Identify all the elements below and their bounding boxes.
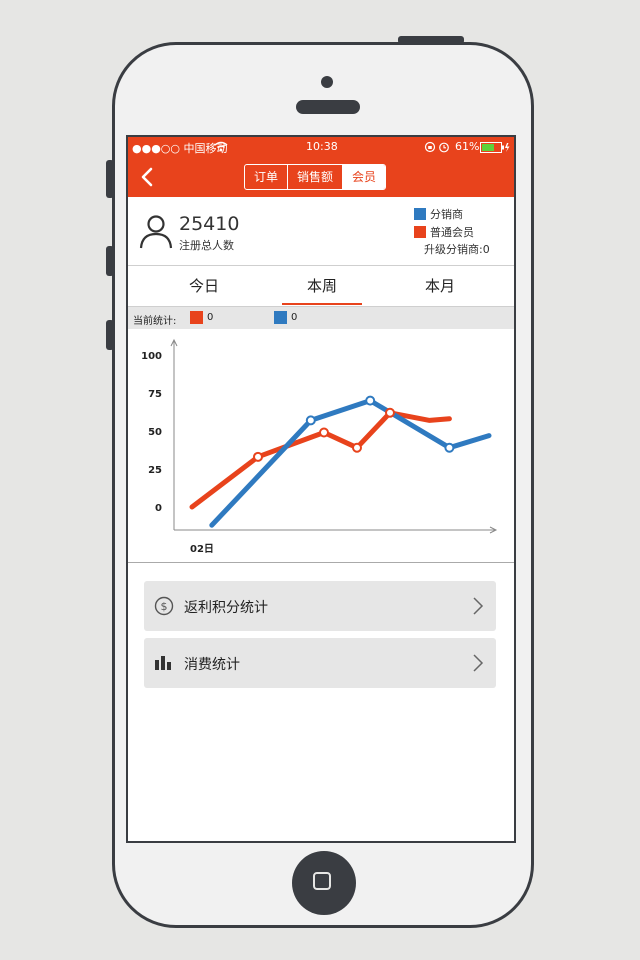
series-point-0	[385, 407, 395, 418]
svg-text:$: $	[161, 600, 168, 613]
dollar-icon: $	[154, 596, 174, 616]
y-tick-label: 0	[155, 503, 162, 514]
legend-distributor: 分销商	[414, 206, 463, 222]
home-button[interactable]	[292, 851, 356, 915]
carrier-label: ●●●○○ 中国移动	[132, 142, 228, 155]
legend-regular-member-label: 普通会员	[430, 226, 474, 239]
bar-chart-icon	[155, 656, 171, 670]
home-button-square-icon	[313, 872, 331, 890]
status-bar: ●●●○○ 中国移动 10:38 61%	[128, 137, 514, 157]
series-point-0	[253, 451, 263, 462]
stats-swatch-blue	[274, 311, 287, 324]
rebate-points-stats-item[interactable]: $ 返利积分统计	[144, 581, 496, 631]
battery-percent: 61%	[455, 140, 480, 153]
tab-today[interactable]: 今日	[188, 277, 219, 295]
segment-sales[interactable]: 销售额	[288, 165, 344, 189]
mute-switch	[106, 160, 114, 198]
y-tick-label: 50	[148, 427, 162, 438]
member-summary: 25410 注册总人数 分销商 普通会员 升级分销商:0	[128, 197, 514, 266]
earpiece-speaker	[296, 100, 360, 114]
app-screen: ●●●○○ 中国移动 10:38 61% 订单 销售额	[126, 135, 516, 843]
y-tick-label: 25	[148, 465, 162, 476]
stats-blue-value: 0	[291, 312, 298, 323]
wifi-icon	[214, 141, 228, 152]
volume-up-button	[106, 246, 114, 276]
legend-swatch-blue	[414, 208, 426, 220]
stats-red-value: 0	[207, 312, 214, 323]
series-point-1	[444, 442, 455, 453]
segment-orders[interactable]: 订单	[245, 165, 289, 189]
battery-icon	[480, 142, 510, 153]
power-button	[398, 36, 464, 44]
upgrade-count: 升级分销商:0	[424, 243, 490, 256]
segment-control: 订单 销售额 会员	[244, 164, 387, 190]
total-members-label: 注册总人数	[179, 239, 234, 252]
alarm-icon	[439, 142, 449, 153]
series-point-0	[352, 442, 362, 453]
x-tick-label-first: 02日	[190, 543, 214, 555]
member-line-chart: 100 75 50 25 0 02日	[128, 330, 514, 563]
total-members-value: 25410	[179, 213, 240, 235]
tab-this-month[interactable]: 本月	[424, 277, 455, 295]
period-tabs: 今日 本周 本月	[128, 266, 514, 307]
rotation-lock-icon	[424, 141, 436, 153]
x-axis-arrow	[489, 526, 498, 534]
clock: 10:38	[306, 140, 338, 153]
stats-swatch-red	[190, 311, 203, 324]
current-stats-bar: 当前统计: 0 0	[128, 307, 514, 329]
current-stats-label: 当前统计:	[133, 316, 177, 327]
volume-down-button	[106, 320, 114, 350]
front-camera	[321, 76, 333, 88]
consumption-stats-label: 消费统计	[184, 657, 240, 673]
chevron-right-icon	[473, 654, 484, 672]
y-tick-label: 100	[141, 351, 162, 362]
tab-this-week[interactable]: 本周	[306, 277, 337, 295]
chevron-right-icon	[473, 597, 484, 615]
active-tab-indicator	[282, 303, 362, 305]
rebate-points-stats-label: 返利积分统计	[184, 600, 268, 616]
series-point-0	[319, 427, 329, 438]
back-arrow-icon[interactable]	[136, 165, 160, 189]
legend-distributor-label: 分销商	[430, 208, 463, 221]
nav-bar: 订单 销售额 会员	[128, 157, 514, 197]
chart-svg: 100 75 50 25 0 02日	[141, 338, 498, 555]
segment-members[interactable]: 会员	[343, 165, 386, 189]
series-point-1	[365, 395, 376, 406]
y-axis-arrow	[170, 338, 178, 347]
legend-regular-member: 普通会员	[414, 224, 474, 240]
series-point-1	[305, 415, 316, 426]
user-icon	[139, 215, 173, 249]
consumption-stats-item[interactable]: 消费统计	[144, 638, 496, 688]
legend-swatch-red	[414, 226, 426, 238]
y-tick-label: 75	[148, 389, 162, 400]
